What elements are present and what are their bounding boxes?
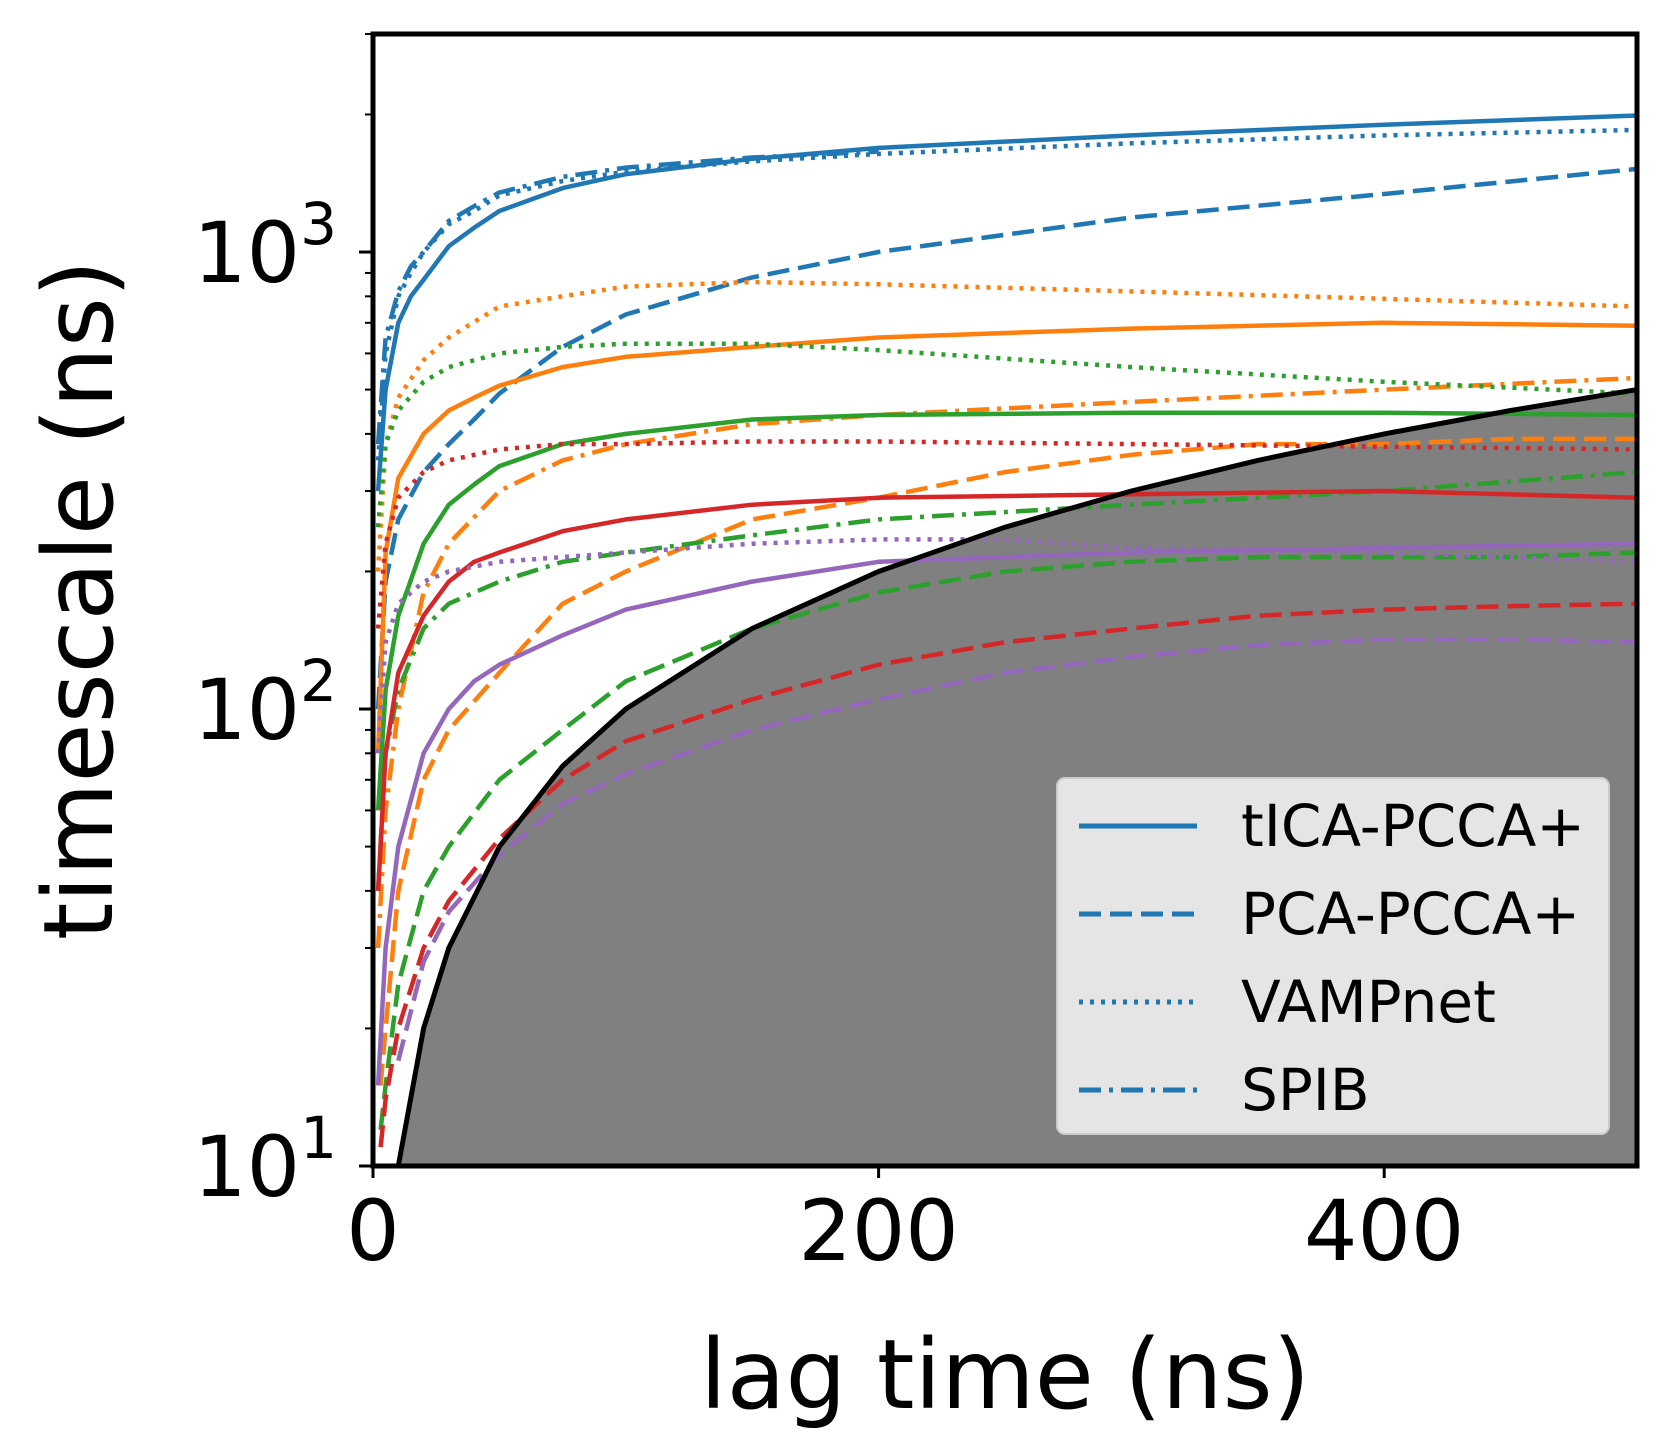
series-line-1	[375, 113, 1637, 492]
y-tick-label: 102	[193, 647, 337, 759]
legend-label: VAMPnet	[1241, 968, 1496, 1036]
series-line-7	[375, 279, 1637, 572]
y-tick-base: 10	[193, 661, 300, 759]
series-line-4	[375, 149, 879, 445]
y-tick-label: 101	[193, 1104, 337, 1216]
y-tick-base: 10	[193, 1118, 300, 1216]
legend-box	[1056, 777, 1610, 1135]
series-line-10	[378, 550, 1637, 1131]
series-line-11	[375, 341, 1637, 528]
series-line-12	[375, 469, 1637, 892]
legend-label: SPIB	[1241, 1056, 1370, 1124]
series-line-2	[375, 166, 1637, 710]
series-line-15	[375, 439, 1637, 629]
y-tick-exponent: 1	[300, 1104, 337, 1172]
y-axis-title: timescale (ns)	[23, 260, 135, 941]
legend-label: tICA-PCCA+	[1241, 792, 1585, 860]
x-tick-label: 200	[798, 1182, 958, 1280]
y-tick-label: 103	[193, 190, 337, 302]
series-line-14	[378, 601, 1637, 1148]
series-line-9	[375, 410, 1637, 811]
y-tick-exponent: 3	[300, 190, 337, 258]
x-tick-label: 400	[1304, 1182, 1464, 1280]
y-tick-exponent: 2	[300, 647, 337, 715]
series-line-5	[375, 320, 1637, 754]
series-line-8	[375, 375, 1637, 949]
series-line-3	[375, 127, 1637, 461]
legend: tICA-PCCA+ PCA-PCCA+ VAMPnet SPIB	[1056, 777, 1610, 1135]
legend-label: PCA-PCCA+	[1241, 880, 1580, 948]
series-line-17	[396, 637, 1637, 1062]
shaded-region-edge	[395, 387, 1637, 1166]
plot-frame	[370, 31, 1640, 1169]
series-line-18	[375, 537, 1637, 754]
x-axis: 0 200 400	[346, 1166, 1464, 1280]
series-line-16	[375, 541, 1637, 1086]
series-line-13	[375, 488, 1637, 892]
x-tick-label: 0	[346, 1182, 399, 1280]
x-axis-title: lag time (ns)	[700, 1319, 1310, 1431]
y-tick-base: 10	[193, 204, 300, 302]
